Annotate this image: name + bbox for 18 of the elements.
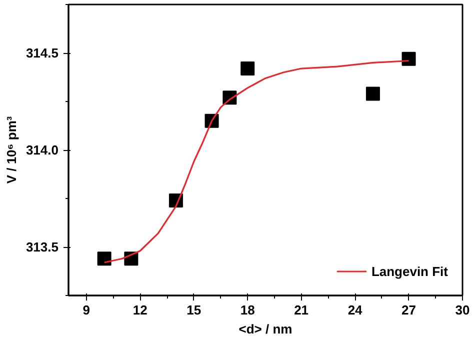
x-axis-title: <d> / nm [238, 322, 292, 336]
legend-label: Langevin Fit [371, 264, 448, 278]
point [402, 52, 416, 66]
x-tick-label: 9 [82, 302, 90, 318]
y-axis-title: V / 10⁶ pm³ [4, 116, 19, 184]
y-tick-label: 314.0 [26, 142, 59, 158]
point [97, 252, 112, 266]
x-tick-label: 30 [455, 302, 470, 318]
y-tick-label: 313.5 [26, 240, 59, 254]
x-tick-label: 24 [348, 302, 364, 318]
x-tick-label: 27 [402, 302, 416, 318]
x-tick-label: 12 [132, 302, 148, 318]
point [366, 86, 380, 101]
x-tick-label: 18 [240, 302, 255, 318]
x-tick-label: 21 [294, 302, 309, 318]
y-tick-label: 314.5 [26, 46, 59, 60]
point [240, 62, 255, 76]
x-tick-label: 15 [186, 302, 202, 318]
